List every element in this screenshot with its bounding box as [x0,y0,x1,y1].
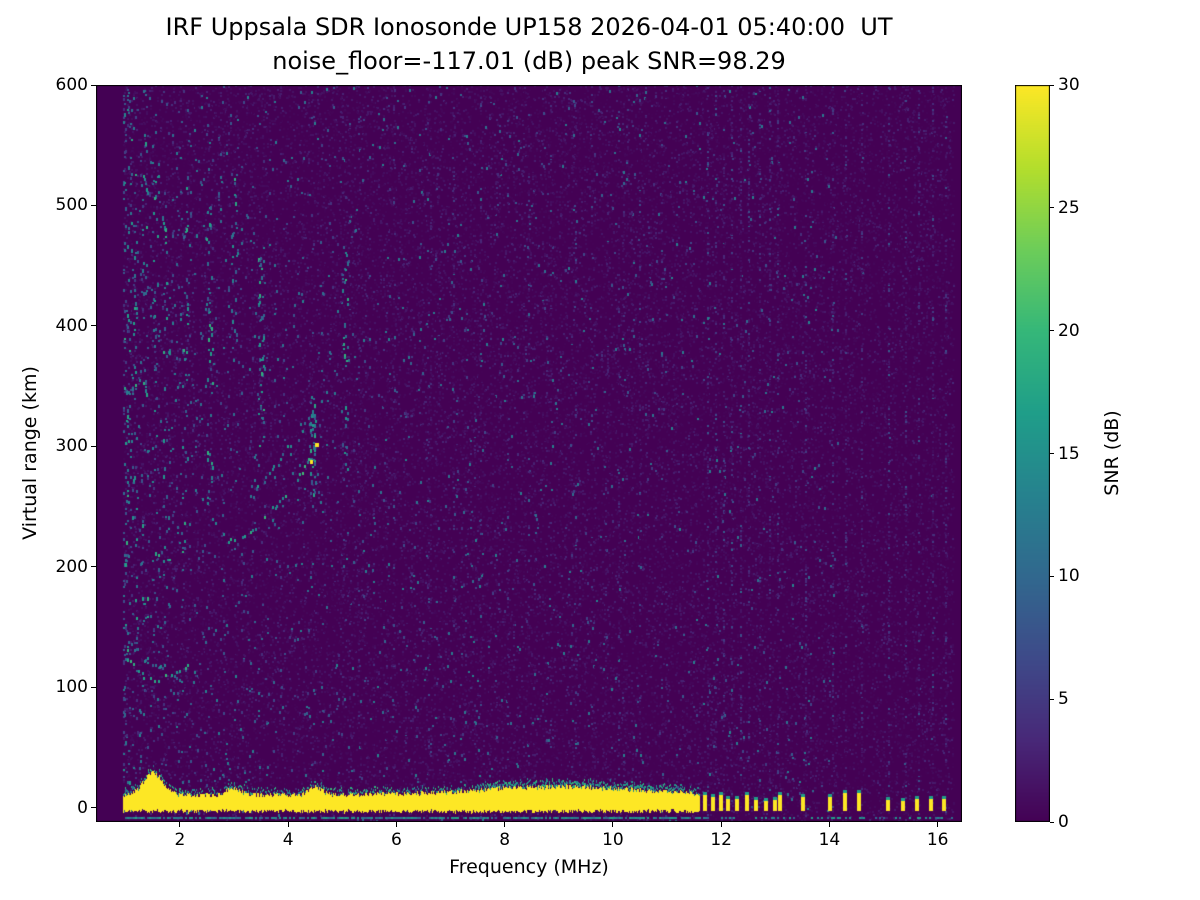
y-tick-mark [91,84,96,86]
colorbar-tick-label: 20 [1058,320,1080,341]
colorbar-tick-mark [1050,453,1054,454]
x-tick-mark [395,822,397,827]
y-tick-mark [91,566,96,568]
y-tick-mark [91,204,96,206]
y-tick-mark [91,686,96,688]
colorbar-tick-label: 0 [1058,812,1069,832]
y-tick-mark [91,325,96,327]
figure-subtitle: noise_floor=-117.01 (dB) peak SNR=98.29 [272,47,786,75]
colorbar-tick-label: 25 [1058,197,1080,218]
colorbar-tick-label: 5 [1058,689,1069,710]
colorbar-tick-mark [1050,330,1054,332]
y-tick-label: 300 [55,436,88,457]
y-tick-label: 400 [55,315,88,336]
y-tick-label: 0 [77,797,88,818]
colorbar-tick-mark [1050,698,1054,700]
x-tick-label: 2 [174,830,186,850]
x-tick-label: 12 [710,830,732,850]
x-tick-mark [504,822,506,827]
colorbar-tick-mark [1050,575,1054,577]
colorbar-label: SNR (dB) [1101,410,1123,496]
x-tick-mark [179,822,181,827]
y-tick-label: 600 [55,75,88,95]
x-tick-label: 4 [282,830,294,850]
colorbar-tick-label: 10 [1058,566,1080,587]
colorbar-tick-mark [1050,821,1054,823]
y-tick-label: 200 [55,556,88,577]
x-tick-mark [937,822,939,827]
x-tick-label: 16 [926,830,949,850]
x-tick-mark [720,822,722,827]
y-tick-mark [91,445,96,447]
x-tick-mark [612,822,614,827]
y-tick-mark [91,807,96,809]
x-tick-label: 6 [390,830,402,850]
x-tick-label: 10 [602,830,624,850]
colorbar-tick-label: 30 [1058,75,1080,95]
ionogram-heatmap-canvas [96,85,962,822]
colorbar-tick-mark [1050,84,1054,86]
y-tick-label: 500 [55,195,88,216]
colorbar-tick-mark [1050,207,1054,209]
figure-title: IRF Uppsala SDR Ionosonde UP158 2026-04-… [165,13,893,41]
x-tick-label: 14 [818,830,841,850]
colorbar-canvas [1015,85,1050,822]
x-tick-label: 8 [499,830,511,850]
x-axis-label: Frequency (MHz) [449,856,609,878]
y-tick-label: 100 [55,677,88,698]
colorbar-tick-label: 15 [1058,443,1080,464]
y-axis-label: Virtual range (km) [19,366,41,540]
x-tick-mark [828,822,830,827]
x-tick-mark [287,822,289,827]
